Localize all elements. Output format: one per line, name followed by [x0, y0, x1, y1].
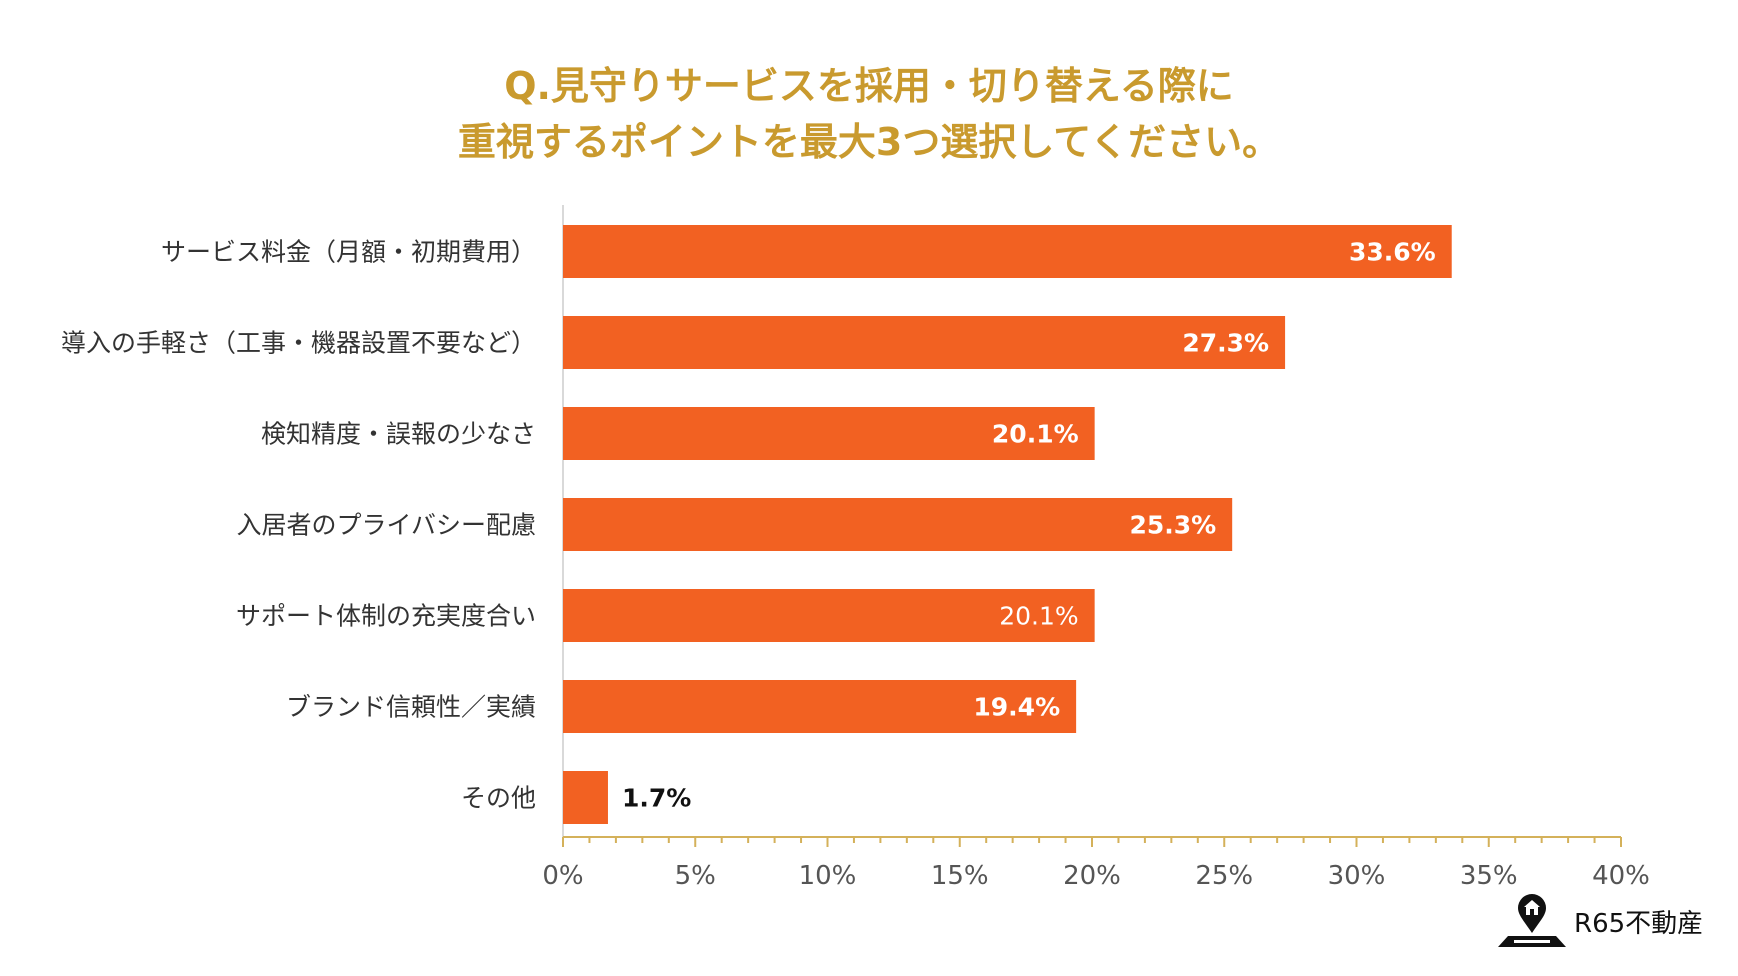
x-tick-label: 5% [675, 861, 716, 891]
chart-title-line2: 重視するポイントを最大3つ選択してください。 [457, 120, 1281, 164]
data-label: 19.4% [973, 693, 1060, 722]
category-label: サポート体制の充実度合い [236, 602, 536, 631]
category-label: その他 [461, 784, 536, 813]
data-label: 20.1% [992, 420, 1079, 449]
bar [563, 771, 608, 824]
x-tick-label: 25% [1195, 861, 1253, 891]
category-label: 検知精度・誤報の少なさ [261, 420, 536, 449]
category-label: ブランド信頼性／実績 [286, 693, 536, 722]
chart-title: Q.見守りサービスを採用・切り替える際に 重視するポイントを最大3つ選択してくだ… [0, 58, 1738, 170]
chart-title-line1: Q.見守りサービスを採用・切り替える際に [504, 64, 1234, 108]
x-tick-label: 10% [799, 861, 857, 891]
data-label: 25.3% [1129, 511, 1216, 540]
x-tick-label: 30% [1328, 861, 1386, 891]
category-label: 入居者のプライバシー配慮 [236, 511, 536, 540]
x-tick-label: 15% [931, 861, 989, 891]
x-tick-label: 0% [542, 861, 583, 891]
x-tick-label: 35% [1460, 861, 1518, 891]
bar [563, 498, 1233, 551]
x-tick-label: 40% [1592, 861, 1650, 891]
bar [563, 225, 1452, 278]
data-label: 20.1% [999, 602, 1078, 631]
bar [563, 589, 1095, 642]
brand-name: R65不動産 [1574, 908, 1704, 939]
bar [563, 316, 1286, 369]
brand-logo: R65不動産 [1496, 893, 1703, 949]
data-label: 33.6% [1349, 238, 1436, 267]
bar [563, 680, 1077, 733]
category-label: サービス料金（月額・初期費用） [161, 238, 536, 267]
bar-chart: サービス料金（月額・初期費用） 33.6% 導入の手軽さ（工事・機器設置不要など） 2… [61, 205, 1650, 891]
x-tick-label: 20% [1063, 861, 1121, 891]
bar [563, 407, 1095, 460]
data-label: 27.3% [1182, 329, 1269, 358]
data-label: 1.7% [622, 784, 691, 813]
map-pin-house-icon [1498, 894, 1566, 947]
category-label: 導入の手軽さ（工事・機器設置不要など） [61, 329, 536, 358]
